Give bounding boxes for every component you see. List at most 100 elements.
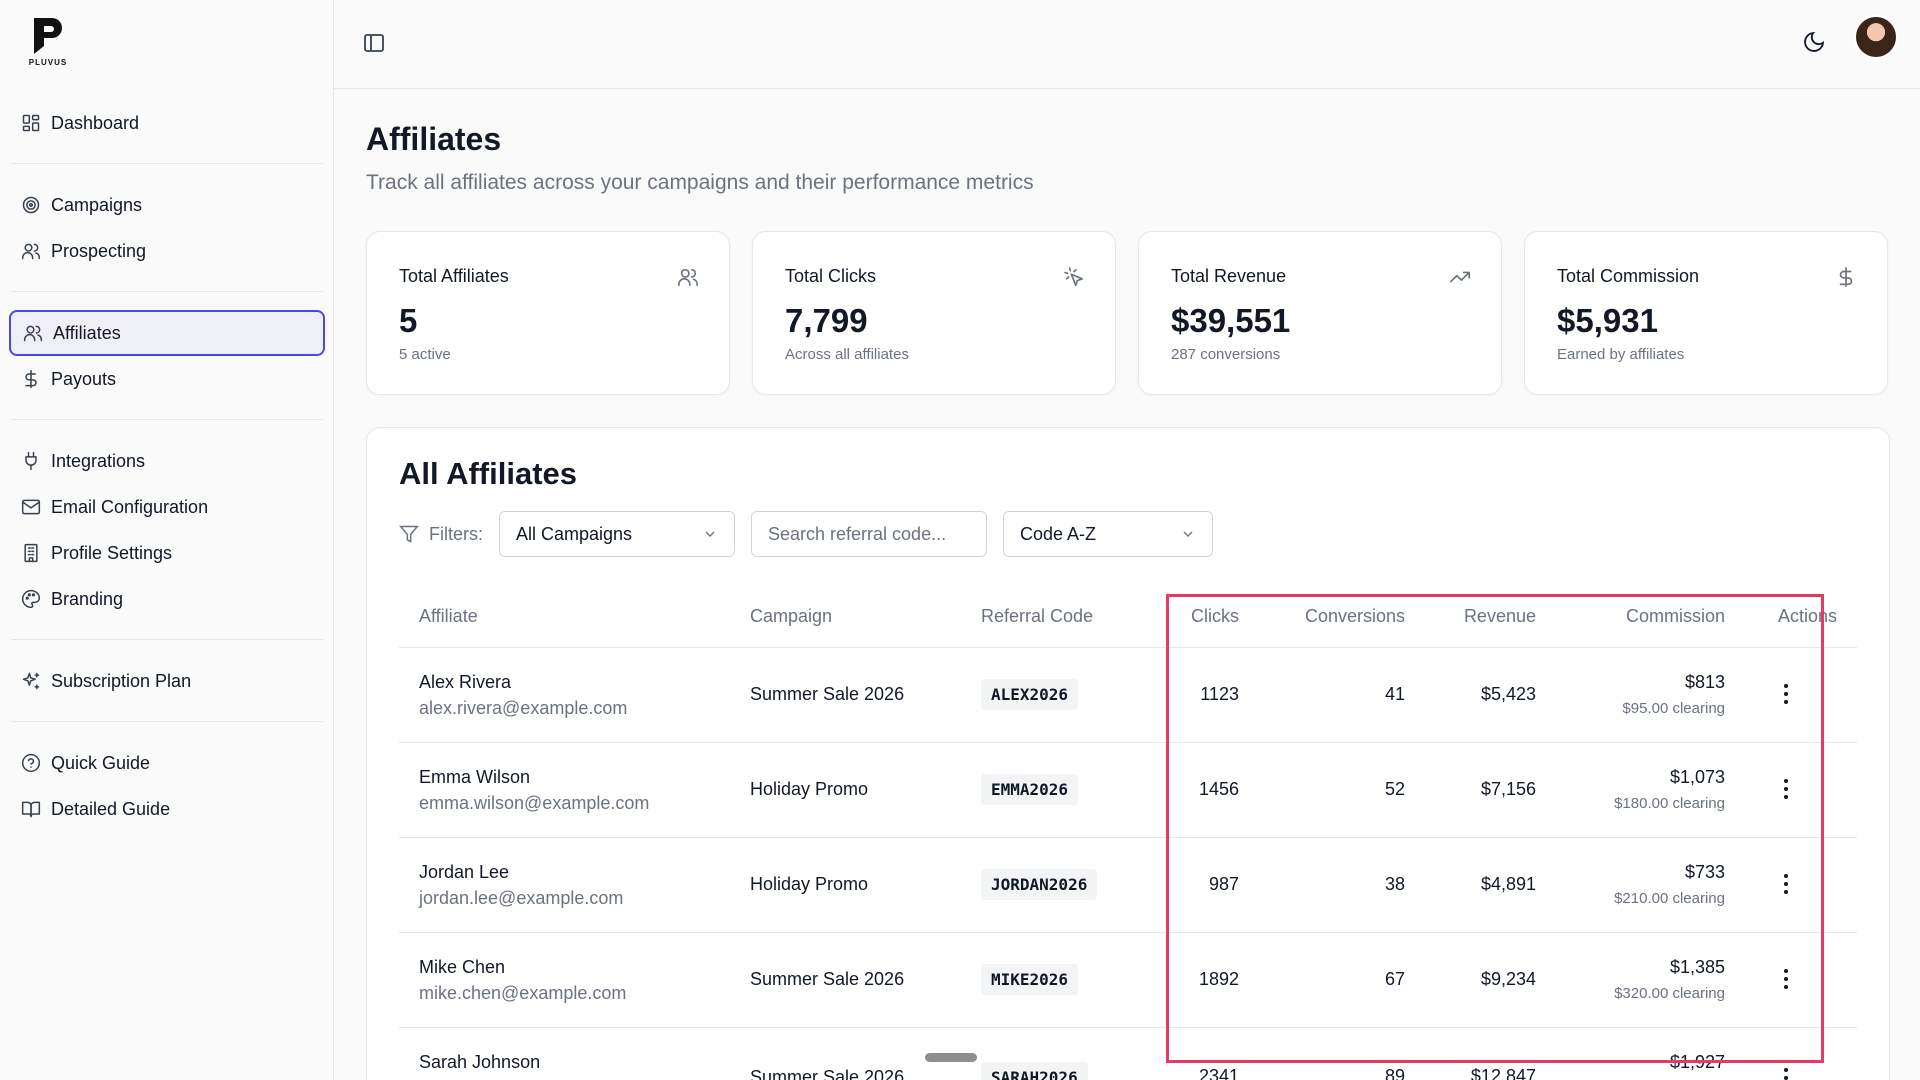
campaign-cell: Holiday Promo [750,779,869,799]
sidebar-item-prospecting[interactable]: Prospecting [9,228,325,274]
page-title: Affiliates [366,121,502,157]
more-actions-icon[interactable] [1774,678,1798,710]
table-row[interactable]: Mike Chen mike.chen@example.com Summer S… [399,933,1857,1028]
stat-card-total-affiliates: Total Affiliates 5 5 active [366,231,730,395]
mail-icon [21,499,41,515]
commission-cell: $733 [1684,862,1725,882]
affiliate-email: jordan.lee@example.com [419,888,624,908]
commission-cell: $1,073 [1669,767,1725,787]
filter-icon [399,525,419,543]
campaign-filter-select[interactable]: All Campaigns [499,511,735,557]
stat-subtext: 287 conversions [1171,346,1281,363]
affiliate-name: Mike Chen [419,957,506,977]
sidebar-item-label: Detailed Guide [51,798,171,819]
sidebar-toggle-icon[interactable] [362,31,386,55]
referral-code-badge: EMMA2026 [981,774,1079,805]
campaign-cell: Summer Sale 2026 [750,1067,905,1080]
clicks-cell: 1456 [1198,779,1239,799]
pointer-click-icon [1064,267,1084,287]
table-title: All Affiliates [399,456,577,491]
sidebar-item-label: Branding [51,588,124,609]
dollar-icon [25,369,37,389]
sidebar-item-label: Payouts [51,368,117,389]
clearing-amount: $210.00 clearing [1614,890,1725,907]
users-icon [678,268,698,287]
plug-icon [25,451,37,471]
dollar-icon [1839,267,1853,287]
referral-code-badge: JORDAN2026 [981,869,1098,900]
chevron-down-icon [705,531,715,537]
referral-code-search-input[interactable] [751,511,987,557]
referral-code-badge: SARAH2026 [981,1062,1088,1080]
stat-label: Total Affiliates [399,266,509,286]
column-header-conversions[interactable]: Conversions [1304,606,1405,626]
sidebar-item-label: Email Configuration [51,496,209,517]
sidebar-item-subscription-plan[interactable]: Subscription Plan [9,658,325,704]
table-header: Affiliate Campaign Referral Code Clicks … [399,588,1857,648]
divider [11,721,323,722]
sidebar-item-label: Affiliates [53,322,121,343]
stat-subtext: 5 active [399,346,451,363]
commission-cell: $813 [1684,672,1725,692]
stat-value: $39,551 [1171,302,1291,339]
clearing-amount: $180.00 clearing [1614,795,1725,812]
clearing-amount: $95.00 clearing [1622,700,1725,717]
sidebar-item-label: Integrations [51,450,146,471]
affiliate-email: emma.wilson@example.com [419,793,650,813]
column-header-clicks[interactable]: Clicks [1191,606,1239,626]
users-icon [23,325,43,342]
revenue-cell: $4,891 [1480,874,1536,894]
sidebar-item-quick-guide[interactable]: Quick Guide [9,740,325,786]
commission-cell: $1,385 [1669,957,1725,977]
sidebar-item-email-configuration[interactable]: Email Configuration [9,484,325,530]
more-actions-icon[interactable] [1774,773,1798,805]
stat-subtext: Earned by affiliates [1557,346,1685,363]
trending-up-icon [1450,271,1470,283]
logo-wordmark: PLUVUS [28,58,68,67]
clicks-cell: 1892 [1198,969,1239,989]
table-row[interactable]: Emma Wilson emma.wilson@example.com Holi… [399,743,1857,838]
column-header-revenue[interactable]: Revenue [1463,606,1536,626]
filters-label: Filters: [399,524,483,545]
sidebar-nav: Dashboard Campaigns Prospecting Affiliat… [9,100,325,832]
stat-card-total-revenue: Total Revenue $39,551 287 conversions [1138,231,1502,395]
affiliate-name: Sarah Johnson [419,1052,541,1072]
table-row[interactable]: Jordan Lee jordan.lee@example.com Holida… [399,838,1857,933]
dashboard-icon [22,114,40,132]
book-icon [21,801,41,818]
sidebar-item-campaigns[interactable]: Campaigns [9,182,325,228]
pluvus-logo[interactable]: PLUVUS [28,16,68,70]
table-row[interactable]: Sarah Johnson Summer Sale 2026 SARAH2026… [399,1028,1857,1080]
sidebar-item-profile-settings[interactable]: Profile Settings [9,530,325,576]
column-header-actions: Actions [1777,606,1837,626]
stat-label: Total Clicks [785,266,877,286]
sidebar-item-detailed-guide[interactable]: Detailed Guide [9,786,325,832]
sidebar-item-integrations[interactable]: Integrations [9,438,325,484]
sidebar-item-branding[interactable]: Branding [9,576,325,622]
column-header-campaign[interactable]: Campaign [750,606,833,626]
stat-card-total-commission: Total Commission $5,931 Earned by affili… [1524,231,1888,395]
sidebar-item-affiliates[interactable]: Affiliates [9,310,325,356]
column-header-affiliate[interactable]: Affiliate [419,606,478,626]
sort-select[interactable]: Code A-Z [1003,511,1213,557]
more-actions-icon[interactable] [1774,868,1798,900]
column-header-referral-code[interactable]: Referral Code [981,606,1094,626]
more-actions-icon[interactable] [1774,963,1798,995]
more-actions-icon[interactable] [1774,1062,1798,1080]
sidebar-item-label: Quick Guide [51,752,151,773]
column-header-commission[interactable]: Commission [1625,606,1725,626]
target-icon [22,196,40,214]
scroll-indicator[interactable] [925,1053,977,1062]
sidebar-item-payouts[interactable]: Payouts [9,356,325,402]
sidebar-item-dashboard[interactable]: Dashboard [9,100,325,146]
table-row[interactable]: Alex Rivera alex.rivera@example.com Summ… [399,648,1857,743]
moon-icon[interactable] [1802,30,1826,54]
sidebar-item-label: Prospecting [51,240,147,261]
building-icon [24,543,38,563]
avatar[interactable] [1854,15,1898,59]
campaign-filter-value: All Campaigns [516,523,633,544]
conversions-cell: 52 [1384,779,1405,799]
stat-label: Total Commission [1557,266,1700,286]
divider [11,163,323,164]
stat-value: $5,931 [1557,302,1658,339]
